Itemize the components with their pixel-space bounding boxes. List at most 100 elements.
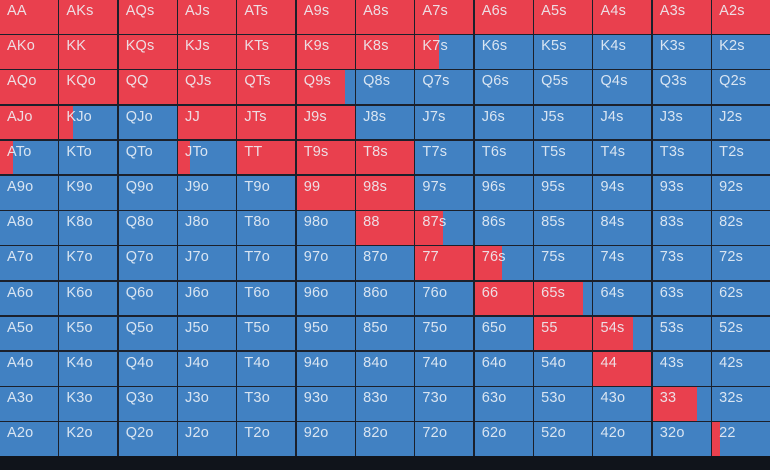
hand-cell-AQs[interactable]: AQs xyxy=(118,0,177,34)
hand-cell-Q4o[interactable]: Q4o xyxy=(118,351,177,386)
hand-cell-AJo[interactable]: AJo xyxy=(0,105,58,140)
hand-cell-T9o[interactable]: T9o xyxy=(237,175,296,210)
hand-cell-96o[interactable]: 96o xyxy=(296,281,355,316)
hand-cell-73s[interactable]: 73s xyxy=(652,246,711,281)
hand-cell-55[interactable]: 55 xyxy=(534,316,592,351)
hand-cell-Q5o[interactable]: Q5o xyxy=(118,316,177,351)
hand-cell-J4o[interactable]: J4o xyxy=(178,351,236,386)
hand-cell-86o[interactable]: 86o xyxy=(356,281,414,316)
hand-cell-J3s[interactable]: J3s xyxy=(652,105,711,140)
hand-cell-T2o[interactable]: T2o xyxy=(237,422,296,456)
hand-cell-AA[interactable]: AA xyxy=(0,0,58,34)
hand-cell-AQo[interactable]: AQo xyxy=(0,70,58,105)
hand-cell-A6s[interactable]: A6s xyxy=(474,0,533,34)
hand-cell-33[interactable]: 33 xyxy=(652,387,711,421)
hand-cell-32o[interactable]: 32o xyxy=(652,422,711,456)
hand-cell-66[interactable]: 66 xyxy=(474,281,533,316)
hand-cell-Q6o[interactable]: Q6o xyxy=(118,281,177,316)
hand-cell-KJo[interactable]: KJo xyxy=(59,105,118,140)
hand-cell-43s[interactable]: 43s xyxy=(652,351,711,386)
hand-cell-94o[interactable]: 94o xyxy=(296,351,355,386)
hand-cell-75o[interactable]: 75o xyxy=(415,316,474,351)
hand-cell-K3o[interactable]: K3o xyxy=(59,387,118,421)
hand-cell-J2o[interactable]: J2o xyxy=(178,422,236,456)
hand-cell-42o[interactable]: 42o xyxy=(593,422,652,456)
hand-cell-22[interactable]: 22 xyxy=(712,422,770,456)
hand-cell-64s[interactable]: 64s xyxy=(593,281,652,316)
hand-cell-98o[interactable]: 98o xyxy=(296,211,355,245)
hand-cell-76o[interactable]: 76o xyxy=(415,281,474,316)
hand-cell-J5o[interactable]: J5o xyxy=(178,316,236,351)
hand-cell-AJs[interactable]: AJs xyxy=(178,0,236,34)
hand-cell-A3s[interactable]: A3s xyxy=(652,0,711,34)
hand-cell-65o[interactable]: 65o xyxy=(474,316,533,351)
hand-cell-92s[interactable]: 92s xyxy=(712,175,770,210)
hand-cell-63s[interactable]: 63s xyxy=(652,281,711,316)
hand-cell-QQ[interactable]: QQ xyxy=(118,70,177,105)
hand-cell-85o[interactable]: 85o xyxy=(356,316,414,351)
hand-cell-95o[interactable]: 95o xyxy=(296,316,355,351)
hand-cell-J8o[interactable]: J8o xyxy=(178,211,236,245)
hand-cell-T7o[interactable]: T7o xyxy=(237,246,296,281)
hand-cell-QJo[interactable]: QJo xyxy=(118,105,177,140)
hand-cell-88[interactable]: 88 xyxy=(356,211,414,245)
hand-cell-ATo[interactable]: ATo xyxy=(0,140,58,175)
hand-cell-32s[interactable]: 32s xyxy=(712,387,770,421)
hand-cell-KTs[interactable]: KTs xyxy=(237,35,296,69)
hand-cell-87s[interactable]: 87s xyxy=(415,211,474,245)
hand-cell-72o[interactable]: 72o xyxy=(415,422,474,456)
hand-cell-J7o[interactable]: J7o xyxy=(178,246,236,281)
hand-cell-77[interactable]: 77 xyxy=(415,246,474,281)
hand-cell-T4o[interactable]: T4o xyxy=(237,351,296,386)
hand-cell-A9s[interactable]: A9s xyxy=(296,0,355,34)
hand-cell-J6o[interactable]: J6o xyxy=(178,281,236,316)
hand-cell-96s[interactable]: 96s xyxy=(474,175,533,210)
hand-cell-94s[interactable]: 94s xyxy=(593,175,652,210)
hand-cell-J4s[interactable]: J4s xyxy=(593,105,652,140)
hand-cell-T6o[interactable]: T6o xyxy=(237,281,296,316)
hand-cell-K9s[interactable]: K9s xyxy=(296,35,355,69)
hand-cell-A7s[interactable]: A7s xyxy=(415,0,474,34)
hand-cell-74o[interactable]: 74o xyxy=(415,351,474,386)
hand-cell-85s[interactable]: 85s xyxy=(534,211,592,245)
hand-cell-QTo[interactable]: QTo xyxy=(118,140,177,175)
hand-cell-JJ[interactable]: JJ xyxy=(178,105,236,140)
hand-cell-JTo[interactable]: JTo xyxy=(178,140,236,175)
hand-cell-A8s[interactable]: A8s xyxy=(356,0,414,34)
hand-cell-KTo[interactable]: KTo xyxy=(59,140,118,175)
hand-cell-K4s[interactable]: K4s xyxy=(593,35,652,69)
hand-cell-T7s[interactable]: T7s xyxy=(415,140,474,175)
hand-cell-T9s[interactable]: T9s xyxy=(296,140,355,175)
hand-cell-KQo[interactable]: KQo xyxy=(59,70,118,105)
hand-cell-K4o[interactable]: K4o xyxy=(59,351,118,386)
hand-cell-J9s[interactable]: J9s xyxy=(296,105,355,140)
hand-cell-63o[interactable]: 63o xyxy=(474,387,533,421)
hand-cell-J3o[interactable]: J3o xyxy=(178,387,236,421)
hand-cell-75s[interactable]: 75s xyxy=(534,246,592,281)
hand-cell-54o[interactable]: 54o xyxy=(534,351,592,386)
hand-cell-K7o[interactable]: K7o xyxy=(59,246,118,281)
hand-cell-82s[interactable]: 82s xyxy=(712,211,770,245)
hand-cell-42s[interactable]: 42s xyxy=(712,351,770,386)
hand-cell-K8o[interactable]: K8o xyxy=(59,211,118,245)
hand-cell-KJs[interactable]: KJs xyxy=(178,35,236,69)
hand-cell-K3s[interactable]: K3s xyxy=(652,35,711,69)
hand-cell-T8s[interactable]: T8s xyxy=(356,140,414,175)
hand-cell-K5o[interactable]: K5o xyxy=(59,316,118,351)
hand-cell-J7s[interactable]: J7s xyxy=(415,105,474,140)
hand-cell-AKo[interactable]: AKo xyxy=(0,35,58,69)
hand-cell-53o[interactable]: 53o xyxy=(534,387,592,421)
hand-cell-T6s[interactable]: T6s xyxy=(474,140,533,175)
hand-cell-Q2o[interactable]: Q2o xyxy=(118,422,177,456)
hand-cell-82o[interactable]: 82o xyxy=(356,422,414,456)
hand-cell-62s[interactable]: 62s xyxy=(712,281,770,316)
hand-cell-53s[interactable]: 53s xyxy=(652,316,711,351)
hand-cell-A5s[interactable]: A5s xyxy=(534,0,592,34)
hand-cell-A8o[interactable]: A8o xyxy=(0,211,58,245)
hand-cell-73o[interactable]: 73o xyxy=(415,387,474,421)
hand-cell-A4o[interactable]: A4o xyxy=(0,351,58,386)
hand-cell-K8s[interactable]: K8s xyxy=(356,35,414,69)
hand-cell-64o[interactable]: 64o xyxy=(474,351,533,386)
hand-cell-T4s[interactable]: T4s xyxy=(593,140,652,175)
hand-cell-A3o[interactable]: A3o xyxy=(0,387,58,421)
